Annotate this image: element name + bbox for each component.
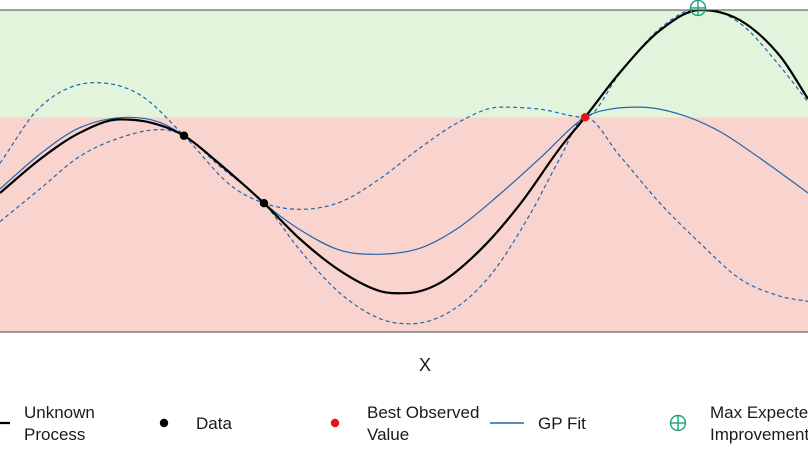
max-expected-improvement-marker <box>689 0 707 17</box>
plot-series-group <box>0 10 808 325</box>
legend-item-unknown: Unknown Process <box>0 403 95 444</box>
legend-label-best-line1: Best Observed <box>367 403 479 422</box>
gp-lower-band-line <box>0 116 808 325</box>
legend-label-data: Data <box>196 414 232 433</box>
data-point <box>179 131 189 140</box>
legend-item-gp: GP Fit <box>490 414 586 433</box>
legend-label-unknown-line2: Process <box>24 425 85 444</box>
legend-label-maxei-line1: Max Expected <box>710 403 808 422</box>
gp-fit-line <box>0 106 808 255</box>
no-improvement-region <box>0 117 808 332</box>
data-point <box>259 199 269 208</box>
legend-label-best-line2: Value <box>367 425 409 444</box>
legend-swatch-data <box>159 418 169 428</box>
legend-item-best: Best Observed Value <box>330 403 479 444</box>
legend-item-maxei: Max Expected Improvement <box>669 403 808 444</box>
best-observed-point <box>580 113 590 122</box>
x-axis-title: X <box>419 355 431 375</box>
improvement-region <box>0 10 808 118</box>
plot-points-group <box>179 0 707 208</box>
legend-label-maxei-line2: Improvement <box>710 425 808 444</box>
legend-swatch-maxei <box>669 414 687 432</box>
legend-label-unknown-line1: Unknown <box>24 403 95 422</box>
plot-background <box>0 10 808 332</box>
unknown-process-line <box>0 10 808 295</box>
gp-upper-band-line <box>0 10 808 210</box>
legend-swatch-best <box>330 418 340 428</box>
legend: Unknown Process Data Best Observed Value GP F… <box>0 403 808 444</box>
legend-item-data: Data <box>159 414 232 433</box>
legend-label-gp: GP Fit <box>538 414 586 433</box>
